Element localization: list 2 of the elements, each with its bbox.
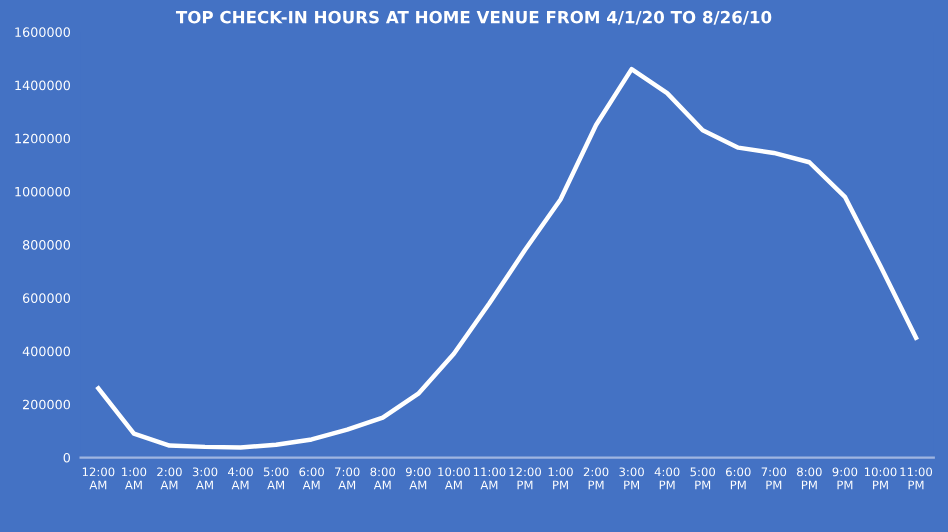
chart-title: TOP CHECK-IN HOURS AT HOME VENUE FROM 4/1/20 TO 8/26/10 — [175, 10, 772, 25]
line-series — [96, 66, 919, 450]
